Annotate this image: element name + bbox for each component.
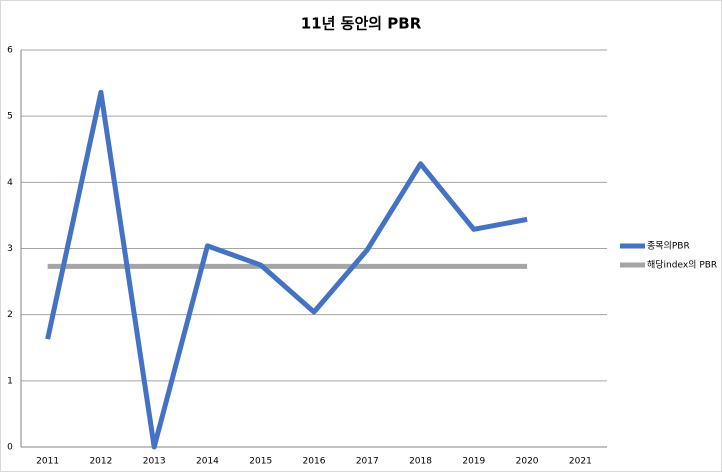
y-tick-label: 2 <box>7 310 13 320</box>
x-tick-label: 2018 <box>409 457 432 467</box>
x-tick-label: 2021 <box>569 457 592 467</box>
legend-label: 종목의PBR <box>647 241 690 252</box>
x-tick-label: 2012 <box>89 457 112 467</box>
x-tick-label: 2017 <box>356 457 379 467</box>
y-tick-label: 1 <box>7 376 13 386</box>
y-tick-label: 3 <box>7 244 13 254</box>
x-tick-label: 2013 <box>143 457 166 467</box>
chart-title: 11년 동안의 PBR <box>301 15 422 33</box>
y-tick-label: 4 <box>7 178 13 188</box>
y-tick-label: 6 <box>7 46 13 56</box>
x-tick-label: 2016 <box>303 457 326 467</box>
x-tick-label: 2019 <box>462 457 485 467</box>
x-tick-label: 2014 <box>196 457 219 467</box>
y-tick-label: 5 <box>7 112 13 122</box>
legend-label: 해당index의 PBR <box>647 260 717 271</box>
y-tick-label: 0 <box>7 443 13 453</box>
series-line <box>45 89 528 450</box>
x-tick-label: 2011 <box>36 457 59 467</box>
x-tick-label: 2020 <box>516 457 539 467</box>
x-tick-label: 2015 <box>249 457 272 467</box>
